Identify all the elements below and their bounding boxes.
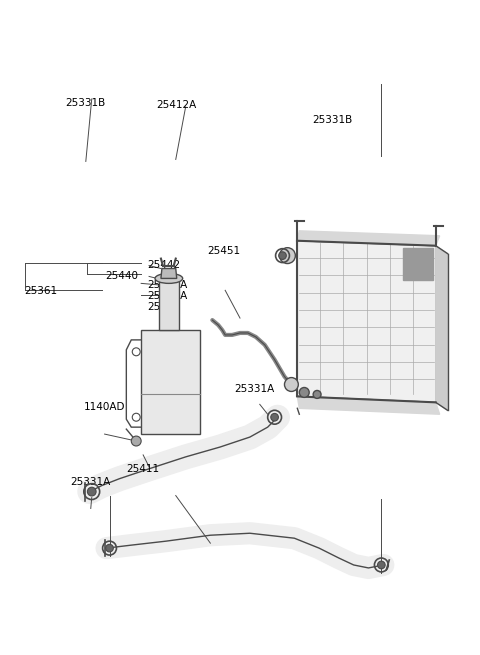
Polygon shape <box>161 269 177 278</box>
Text: 25441A: 25441A <box>147 280 188 290</box>
Text: 25331A: 25331A <box>71 477 111 487</box>
Polygon shape <box>141 330 201 434</box>
Polygon shape <box>297 396 440 414</box>
Text: 25451: 25451 <box>207 246 240 256</box>
Text: 25411: 25411 <box>126 464 159 474</box>
Text: 25442: 25442 <box>147 260 180 270</box>
Polygon shape <box>159 280 179 330</box>
Circle shape <box>285 377 298 392</box>
Polygon shape <box>436 246 447 410</box>
Circle shape <box>313 390 321 398</box>
Circle shape <box>279 252 286 259</box>
Polygon shape <box>297 241 436 402</box>
Circle shape <box>131 436 141 446</box>
Text: 25431: 25431 <box>147 303 180 312</box>
Text: 25412A: 25412A <box>156 100 196 110</box>
Text: 25331B: 25331B <box>66 98 106 109</box>
Text: 1140AD: 1140AD <box>84 402 126 412</box>
Circle shape <box>106 544 113 552</box>
Circle shape <box>87 487 96 496</box>
Circle shape <box>279 248 295 263</box>
Text: 25331A: 25331A <box>234 384 275 394</box>
Circle shape <box>378 561 385 569</box>
Text: 25331B: 25331B <box>312 115 353 124</box>
Circle shape <box>300 388 309 398</box>
Circle shape <box>271 413 278 421</box>
Ellipse shape <box>155 273 183 284</box>
Text: 25361: 25361 <box>24 286 57 296</box>
Polygon shape <box>403 248 433 280</box>
Text: 25440: 25440 <box>105 271 138 280</box>
Text: 25443A: 25443A <box>147 291 188 301</box>
Polygon shape <box>297 231 440 246</box>
